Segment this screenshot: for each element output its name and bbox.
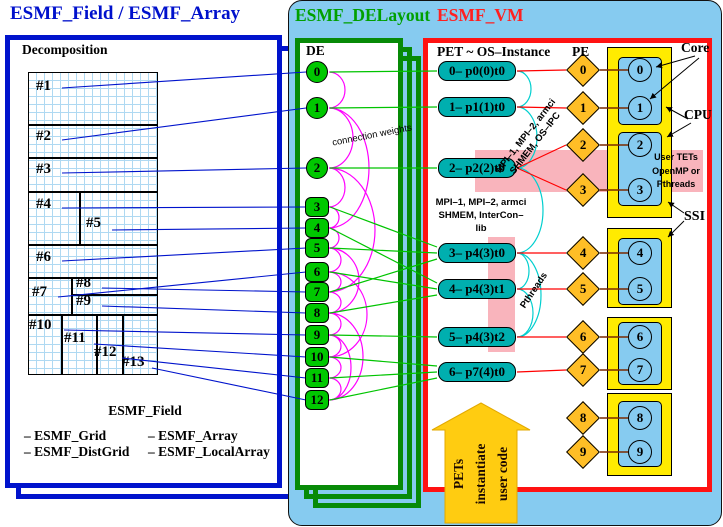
- de-node: 2: [306, 157, 328, 179]
- esmf-field-footer-title: ESMF_Field: [108, 403, 182, 418]
- cpu-label: CPU: [684, 107, 712, 122]
- pe-number: 1: [579, 100, 587, 115]
- field-components-list-right: – ESMF_Array – ESMF_LocalArray: [148, 428, 270, 460]
- pet-box: 5– p4(3)t2: [438, 327, 516, 347]
- de-node: 12: [305, 390, 329, 410]
- region-label: #1: [36, 78, 51, 94]
- pe-number: 4: [579, 245, 587, 260]
- pet-box: 2– p2(2)t0: [438, 158, 516, 178]
- de-node: 6: [305, 262, 329, 282]
- core-circle: 1: [628, 96, 652, 120]
- pe-number: 5: [579, 281, 587, 296]
- core-circle: 9: [628, 440, 652, 464]
- region-label: #4: [36, 196, 51, 212]
- region-label: #3: [36, 161, 51, 177]
- field-components-list-left: – ESMF_Grid – ESMF_DistGrid: [24, 428, 129, 460]
- decomposition-region: [28, 315, 62, 375]
- decomposition-region: [28, 192, 80, 245]
- user-tets-line: Pthreads: [656, 179, 696, 189]
- de-node: 10: [305, 347, 329, 367]
- pe-number: 0: [579, 62, 587, 77]
- core-label: Core: [681, 40, 710, 55]
- de-node: 9: [305, 325, 329, 345]
- decomposition-heading: Decomposition: [22, 42, 108, 57]
- pet-box: 6– p7(4)t0: [438, 362, 516, 382]
- region-label: #10: [29, 317, 52, 333]
- core-circle: 7: [628, 358, 652, 382]
- pe-number: 3: [579, 182, 587, 197]
- de-node: 0: [306, 61, 328, 83]
- de-node: 4: [305, 218, 329, 238]
- list-item: – ESMF_DistGrid: [24, 444, 130, 459]
- user-tets-line: User TETs: [654, 152, 698, 162]
- pet-column-header: PET ~ OS–Instance: [437, 44, 551, 59]
- region-label: #9: [76, 293, 91, 309]
- de-node: 3: [305, 197, 329, 217]
- de-node: 7: [305, 282, 329, 302]
- core-circle: 5: [628, 277, 652, 301]
- de-node: 11: [305, 368, 329, 388]
- region-label: #13: [122, 354, 145, 370]
- pets-instantiate-arrow: [431, 402, 531, 524]
- pet-box: 0– p0(0)t0: [438, 61, 516, 81]
- decomposition-region: [28, 158, 158, 192]
- pe-column-header: PE: [572, 44, 590, 59]
- pet-box: 1– p1(1)t0: [438, 97, 516, 117]
- decomposition-region: [80, 192, 158, 245]
- core-circle: 0: [628, 58, 652, 82]
- region-label: #2: [36, 128, 51, 144]
- core-circle: 3: [628, 178, 652, 202]
- arrow-text-line: PETs: [451, 458, 466, 490]
- core-circle: 6: [628, 325, 652, 349]
- mpi-intercon-label: MPI–1, MPI–2, armci SHMEM, InterCon–lib: [433, 196, 529, 235]
- core-circle: 2: [628, 133, 652, 157]
- region-label: #7: [32, 284, 47, 300]
- region-label: #5: [86, 215, 101, 231]
- core-circle: 8: [628, 406, 652, 430]
- core-circle: 4: [628, 241, 652, 265]
- pe-number: 6: [579, 329, 587, 344]
- arrow-text-line: instantiate: [473, 443, 488, 505]
- list-item: – ESMF_LocalArray: [148, 444, 270, 459]
- mpi-intercon-line: MPI–1, MPI–2, armci: [435, 197, 527, 208]
- pe-number: 7: [579, 362, 587, 377]
- pe-number: 9: [579, 444, 587, 459]
- user-tets-line: OpenMP or: [652, 165, 700, 176]
- user-tets-label: User TETs OpenMP or Pthreads: [648, 151, 704, 192]
- delayout-title: ESMF_DELayout: [295, 5, 431, 25]
- pe-number: 8: [579, 410, 587, 425]
- pe-number: 2: [579, 137, 587, 152]
- de-node: 5: [305, 238, 329, 258]
- de-node: 1: [306, 97, 328, 119]
- list-item: – ESMF_Array: [148, 428, 238, 443]
- arrow-text-line: user code: [495, 446, 510, 502]
- mpi-intercon-line: SHMEM, InterCon–lib: [438, 210, 524, 234]
- region-label: #11: [64, 330, 86, 346]
- pets-instantiate-text: PETs instantiate user code: [436, 424, 526, 524]
- pet-box: 4– p4(3)t1: [438, 279, 516, 299]
- de-column-header: DE: [306, 43, 325, 58]
- de-node: 8: [305, 303, 329, 323]
- ssi-label: SSI: [684, 209, 706, 224]
- region-label: #8: [76, 275, 91, 291]
- pet-box: 3– p4(3)t0: [438, 243, 516, 263]
- vm-title: ESMF_VM: [437, 5, 524, 25]
- up-arrow-shape: [431, 402, 531, 524]
- region-label: #12: [94, 344, 117, 360]
- field-array-title: ESMF_Field / ESMF_Array: [10, 3, 241, 24]
- region-label: #6: [36, 249, 51, 265]
- list-item: – ESMF_Grid: [24, 428, 107, 443]
